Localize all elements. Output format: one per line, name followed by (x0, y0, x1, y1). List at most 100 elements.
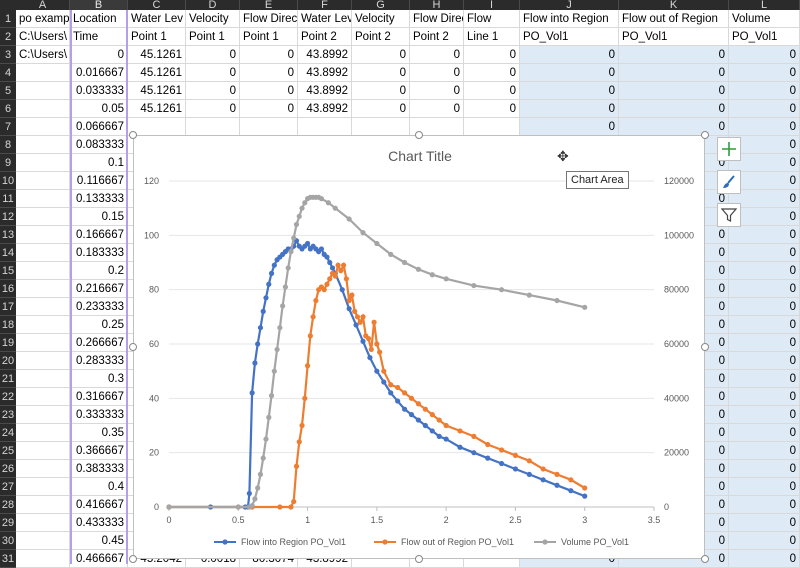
cell[interactable]: 0 (410, 46, 464, 64)
column-header-e[interactable]: E (240, 0, 298, 10)
cell[interactable]: 0 (240, 82, 298, 100)
cell[interactable]: 0 (240, 46, 298, 64)
row-header[interactable]: 3 (0, 46, 16, 64)
cell[interactable]: 0.333333 (70, 406, 128, 424)
cell[interactable]: Location (70, 10, 128, 28)
cell[interactable]: 0.3 (70, 370, 128, 388)
cell[interactable]: 0.116667 (70, 172, 128, 190)
cell[interactable]: 0.183333 (70, 244, 128, 262)
cell[interactable]: 0 (186, 46, 240, 64)
row-header[interactable]: 13 (0, 226, 16, 244)
row-header[interactable]: 23 (0, 406, 16, 424)
cell[interactable]: Point 2 (298, 28, 352, 46)
cell[interactable]: Flow out of Region (619, 10, 729, 28)
chart-resize-handle[interactable] (701, 131, 709, 139)
cell[interactable] (16, 118, 70, 136)
cell[interactable] (16, 352, 70, 370)
cell[interactable] (16, 64, 70, 82)
cell[interactable]: 0 (729, 352, 800, 370)
chart-resize-handle[interactable] (415, 131, 423, 139)
cell[interactable]: C:\Users\ (16, 28, 70, 46)
cell[interactable]: 0.25 (70, 316, 128, 334)
cell[interactable]: Volume (729, 10, 800, 28)
row-header[interactable]: 15 (0, 262, 16, 280)
cell[interactable]: 0.433333 (70, 514, 128, 532)
cell[interactable] (298, 118, 352, 136)
cell[interactable]: 0 (520, 46, 619, 64)
cell[interactable] (16, 136, 70, 154)
cell[interactable]: 0 (729, 262, 800, 280)
cell[interactable]: 0 (520, 100, 619, 118)
chart-filters-button[interactable] (717, 203, 741, 227)
cell[interactable]: 0.4 (70, 478, 128, 496)
cell[interactable]: 0 (729, 100, 800, 118)
cell[interactable]: 0 (464, 100, 520, 118)
row-header[interactable]: 1 (0, 10, 16, 28)
cell[interactable]: 0.233333 (70, 298, 128, 316)
cell[interactable]: 0 (240, 64, 298, 82)
cell[interactable]: 0 (619, 46, 729, 64)
cell[interactable]: Flow Direc (240, 10, 298, 28)
cell[interactable]: 0 (729, 370, 800, 388)
chart-resize-handle[interactable] (129, 555, 137, 563)
cell[interactable]: 0 (729, 460, 800, 478)
cell[interactable]: Flow into Region (520, 10, 619, 28)
row-header[interactable]: 28 (0, 496, 16, 514)
cell[interactable]: 0 (619, 118, 729, 136)
cell[interactable]: 0 (464, 82, 520, 100)
chart-elements-button[interactable] (717, 137, 741, 161)
cell[interactable]: Point 2 (410, 28, 464, 46)
cell[interactable]: 0 (464, 46, 520, 64)
row-header[interactable]: 4 (0, 64, 16, 82)
column-header-b[interactable]: B (70, 0, 128, 10)
cell[interactable]: 0 (352, 82, 410, 100)
cell[interactable]: 45.1261 (128, 82, 186, 100)
column-header-g[interactable]: G (352, 0, 410, 10)
cell[interactable] (16, 388, 70, 406)
cell[interactable]: 0 (186, 82, 240, 100)
cell[interactable]: 0.316667 (70, 388, 128, 406)
cell[interactable] (16, 262, 70, 280)
cell[interactable]: 0 (410, 64, 464, 82)
cell[interactable]: Point 1 (186, 28, 240, 46)
column-header-h[interactable]: H (410, 0, 464, 10)
cell[interactable] (16, 154, 70, 172)
cell[interactable] (16, 532, 70, 550)
cell[interactable]: 0.166667 (70, 226, 128, 244)
row-header[interactable]: 6 (0, 100, 16, 118)
cell[interactable] (16, 100, 70, 118)
cell[interactable]: 0.283333 (70, 352, 128, 370)
cell[interactable] (16, 190, 70, 208)
cell[interactable]: 0.45 (70, 532, 128, 550)
cell[interactable]: 0.266667 (70, 334, 128, 352)
cell[interactable]: 0 (240, 100, 298, 118)
cell[interactable] (352, 118, 410, 136)
cell[interactable]: 0 (729, 442, 800, 460)
cell[interactable]: 0 (520, 64, 619, 82)
chart-resize-handle[interactable] (415, 555, 423, 563)
row-header[interactable]: 14 (0, 244, 16, 262)
cell[interactable]: PO_Vol1 (520, 28, 619, 46)
cell[interactable] (16, 316, 70, 334)
row-header[interactable]: 7 (0, 118, 16, 136)
cell[interactable]: 0 (729, 244, 800, 262)
row-header[interactable]: 5 (0, 82, 16, 100)
cell[interactable]: PO_Vol1 (729, 28, 800, 46)
cell[interactable] (16, 424, 70, 442)
cell[interactable]: 0 (729, 406, 800, 424)
chart-resize-handle[interactable] (129, 343, 137, 351)
chart-area[interactable]: Chart Title 0 20 40 60 80 100 120 0 20000 40000 600… (133, 135, 705, 559)
row-header[interactable]: 18 (0, 316, 16, 334)
cell[interactable]: 0 (729, 82, 800, 100)
cell[interactable]: 0 (520, 118, 619, 136)
cell[interactable]: 0 (619, 100, 729, 118)
cell[interactable]: Flow Direc (410, 10, 464, 28)
cell[interactable]: 0 (186, 100, 240, 118)
column-header-i[interactable]: I (464, 0, 520, 10)
row-header[interactable]: 8 (0, 136, 16, 154)
cell[interactable] (16, 442, 70, 460)
cell[interactable]: 0 (729, 298, 800, 316)
chart-resize-handle[interactable] (129, 131, 137, 139)
cell[interactable] (16, 244, 70, 262)
cell[interactable]: Point 1 (128, 28, 186, 46)
